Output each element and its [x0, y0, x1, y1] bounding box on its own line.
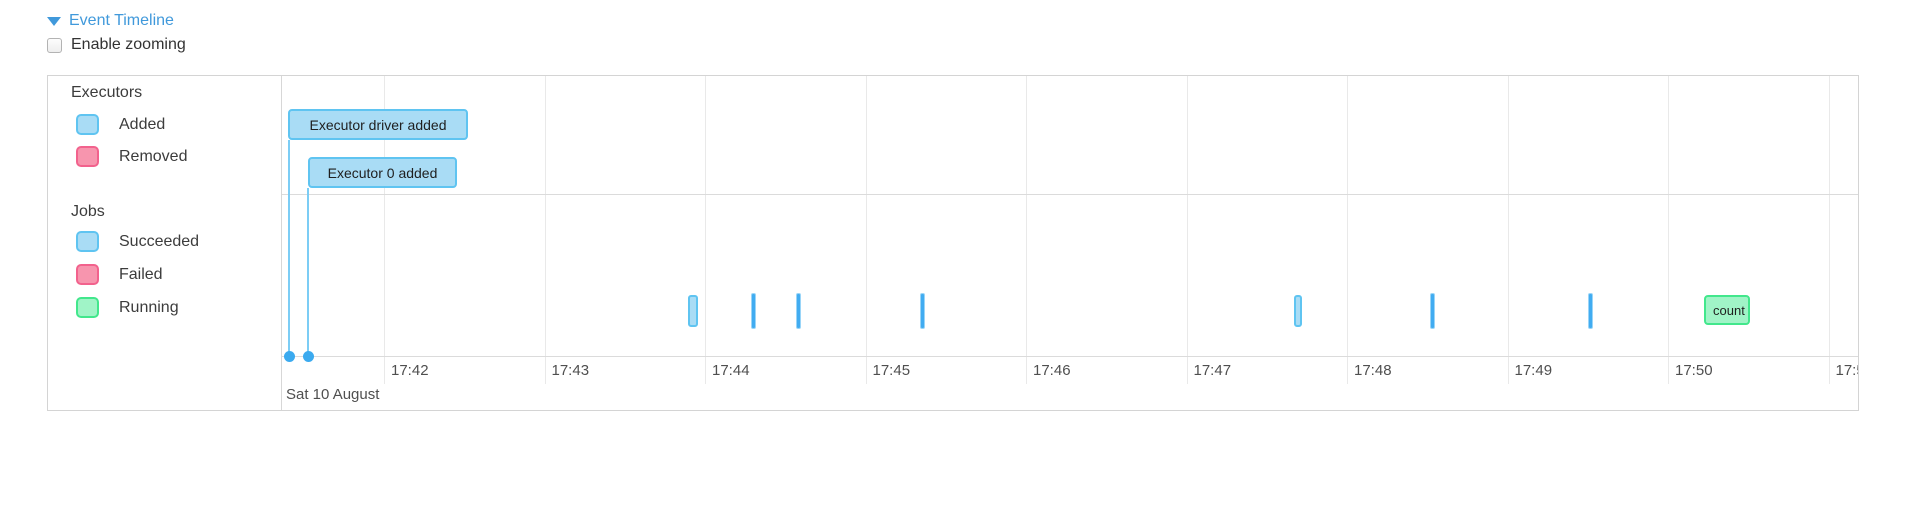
legend-item-removed: Removed — [76, 146, 187, 167]
grid-line — [1347, 76, 1348, 384]
legend-item-added: Added — [76, 114, 165, 135]
grid-line — [544, 76, 546, 384]
axis-tick-label: 17:43 — [551, 362, 590, 379]
grid-line — [384, 76, 385, 384]
running-swatch-icon — [76, 297, 99, 318]
axis-tick-label: 17:45 — [872, 362, 911, 379]
grid-line — [1668, 76, 1669, 384]
enable-zooming-row: Enable zooming — [47, 36, 186, 54]
legend-item-label: Removed — [119, 147, 188, 165]
enable-zooming-checkbox[interactable] — [47, 37, 62, 53]
removed-swatch-icon — [76, 146, 99, 167]
legend-item-running: Running — [76, 297, 179, 318]
axis-tick-label: 17:48 — [1354, 362, 1392, 379]
added-swatch-icon — [76, 114, 99, 135]
legend-item-label: Added — [119, 115, 166, 133]
grid-line — [1026, 76, 1027, 384]
timeline-job-range[interactable] — [688, 295, 698, 327]
timeline-legend: Executors Added Removed Jobs Succeeded Failed… — [48, 76, 282, 410]
axis-tick-label: 17:47 — [1193, 362, 1232, 379]
item-anchor-dot — [303, 351, 314, 362]
timeline-job-range[interactable] — [1294, 295, 1302, 327]
timeline-job-marker[interactable] — [1431, 294, 1434, 328]
grid-line — [865, 76, 867, 384]
event-timeline-title: Event Timeline — [69, 12, 174, 29]
legend-group-title-jobs: Jobs — [71, 203, 105, 220]
legend-item-label: Succeeded — [119, 232, 200, 250]
axis-tick-label: 17:42 — [391, 362, 429, 379]
legend-item-failed: Failed — [76, 264, 163, 285]
group-divider-line — [48, 194, 1858, 195]
legend-group-title-executors: Executors — [71, 84, 143, 101]
legend-item-succeeded: Succeeded — [76, 231, 199, 252]
timeline-job-marker[interactable] — [797, 294, 800, 328]
event-timeline-toggle[interactable]: Event Timeline — [47, 12, 174, 30]
event-timeline-component: Executors Added Removed Jobs Succeeded Failed… — [47, 75, 1859, 411]
axis-tick-label: 17:51 — [1835, 362, 1859, 379]
timeline-job-marker[interactable] — [921, 294, 924, 328]
grid-line — [705, 76, 706, 384]
timeline-job-marker[interactable] — [752, 294, 755, 328]
axis-tick-label: 17:49 — [1514, 362, 1553, 379]
timeline-item-executor-0-added[interactable]: Executor 0 added — [308, 157, 457, 188]
failed-swatch-icon — [76, 264, 99, 285]
axis-tick-label: 17:50 — [1675, 362, 1713, 379]
grid-line — [1828, 76, 1830, 384]
grid-line — [1507, 76, 1509, 384]
item-anchor-dot — [284, 351, 295, 362]
succeeded-swatch-icon — [76, 231, 99, 252]
axis-tick-label: 17:44 — [712, 362, 750, 379]
item-anchor-line — [288, 140, 290, 356]
item-anchor-line — [307, 188, 309, 356]
legend-item-label: Failed — [119, 265, 163, 283]
timeline-item-executor-driver-added[interactable]: Executor driver added — [288, 109, 468, 140]
timeline-item-count[interactable]: count — [1704, 295, 1750, 325]
time-axis-line — [48, 356, 1858, 357]
enable-zooming-label: Enable zooming — [71, 36, 186, 53]
legend-item-label: Running — [119, 298, 179, 316]
axis-tick-label: 17:46 — [1033, 362, 1071, 379]
grid-line — [1186, 76, 1188, 384]
timeline-job-marker[interactable] — [1589, 294, 1592, 328]
collapse-triangle-icon — [47, 16, 61, 26]
axis-date-label: Sat 10 August — [286, 386, 380, 403]
